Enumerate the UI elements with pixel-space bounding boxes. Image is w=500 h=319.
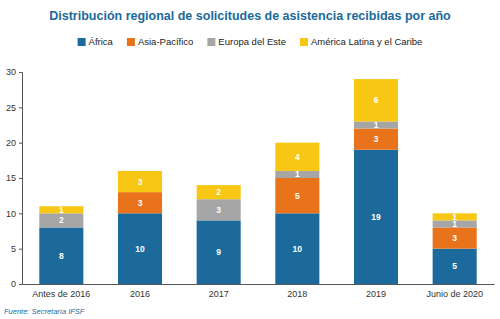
legend-item: América Latina y el Caribe <box>300 36 422 47</box>
y-tick: 20 <box>6 138 22 148</box>
legend-swatch <box>78 38 86 46</box>
data-label: 3 <box>374 134 379 144</box>
bar-segment <box>275 178 319 213</box>
legend-label: Europa del Este <box>218 36 286 47</box>
data-label: 2 <box>216 187 221 197</box>
legend-label: África <box>89 36 114 47</box>
data-label: 8 <box>59 251 64 261</box>
data-label: 3 <box>138 198 143 208</box>
x-tick: 2019 <box>366 289 386 299</box>
data-label: 3 <box>216 205 221 215</box>
legend-swatch <box>207 38 215 46</box>
data-labels: 821103393210514193165311 <box>59 95 457 271</box>
bar-segment <box>354 150 398 284</box>
bar-segment <box>118 213 162 284</box>
data-label: 3 <box>452 233 457 243</box>
source: Fuente: Secretaría IFSF <box>4 307 85 316</box>
x-tick: 2018 <box>287 289 307 299</box>
data-label: 1 <box>374 120 379 130</box>
y-tick-label: 10 <box>6 209 16 219</box>
data-label: 6 <box>374 95 379 105</box>
bar-segment <box>118 192 162 213</box>
x-tick: 2016 <box>130 289 150 299</box>
data-label: 1 <box>295 169 300 179</box>
legend: África Asia-Pacífico Europa del Este Améric… <box>78 36 423 47</box>
legend-label: América Latina y el Caribe <box>311 36 422 47</box>
legend-swatch <box>127 38 135 46</box>
y-tick: 15 <box>6 173 22 183</box>
data-label: 5 <box>452 261 457 271</box>
chart: Distribución regional de solicitudes de … <box>0 0 500 319</box>
y-tick-mark <box>19 72 22 73</box>
data-label: 10 <box>293 244 303 254</box>
x-tick-label: 2019 <box>366 289 386 299</box>
data-label: 1 <box>452 212 457 222</box>
y-tick-label: 0 <box>11 279 16 289</box>
bar-segment <box>39 227 83 284</box>
y-tick-mark <box>19 143 22 144</box>
y-tick: 5 <box>11 244 22 254</box>
legend-item: África <box>78 36 114 47</box>
data-label: 19 <box>371 212 381 222</box>
x-tick-label: Junio de 2020 <box>426 289 483 299</box>
y-tick-label: 15 <box>6 173 16 183</box>
bar-segment <box>39 213 83 227</box>
legend-item: Europa del Este <box>207 36 286 47</box>
x-tick: 2017 <box>209 289 229 299</box>
x-tick-label: Antes de 2016 <box>32 289 90 299</box>
y-axis-line <box>19 73 23 285</box>
data-label: 1 <box>59 205 64 215</box>
y-tick-label: 25 <box>6 103 16 113</box>
y-tick-mark <box>19 107 22 108</box>
bar-segment <box>197 199 241 220</box>
bar-segment <box>354 129 398 150</box>
data-label: 2 <box>59 215 64 225</box>
y-tick-mark <box>19 178 22 179</box>
bar-segment <box>433 227 477 248</box>
data-label: 4 <box>295 152 300 162</box>
bar-segment <box>197 220 241 284</box>
y-tick-label: 30 <box>6 67 16 77</box>
x-tick: Junio de 2020 <box>426 289 483 299</box>
bar-segment <box>275 213 319 284</box>
bar-segment <box>118 171 162 192</box>
legend-item: Asia-Pacífico <box>127 36 193 47</box>
data-label: 3 <box>138 177 143 187</box>
y-tick: 10 <box>6 209 22 219</box>
y-tick: 30 <box>6 67 22 77</box>
bars <box>39 79 476 284</box>
bar-segment <box>275 143 319 171</box>
x-tick: Antes de 2016 <box>32 289 90 299</box>
x-tick-label: 2017 <box>209 289 229 299</box>
data-label: 10 <box>135 244 145 254</box>
data-label: 9 <box>216 247 221 257</box>
x-tick-label: 2016 <box>130 289 150 299</box>
legend-label: Asia-Pacífico <box>138 36 193 47</box>
x-axis: Antes de 2016 2016 2017 2018 2019 Junio de 20… <box>23 285 495 300</box>
y-tick-label: 20 <box>6 138 16 148</box>
title: Distribución regional de solicitudes de … <box>49 9 451 23</box>
legend-swatch <box>300 38 308 46</box>
y-axis: 0 5 10 15 20 25 30 <box>6 67 23 289</box>
y-tick-label: 5 <box>11 244 16 254</box>
x-axis-line <box>23 284 495 285</box>
bar-segment <box>433 249 477 284</box>
data-label: 5 <box>295 191 300 201</box>
y-tick: 0 <box>11 279 22 289</box>
x-tick-label: 2018 <box>287 289 307 299</box>
bar-segment <box>354 79 398 121</box>
y-tick-mark <box>19 213 22 214</box>
y-tick: 25 <box>6 103 22 113</box>
bar-segment <box>197 185 241 199</box>
y-tick-mark <box>19 249 22 250</box>
plot-area: 821103393210514193165311051015202530Ante… <box>6 67 495 299</box>
y-tick-mark <box>19 284 22 285</box>
